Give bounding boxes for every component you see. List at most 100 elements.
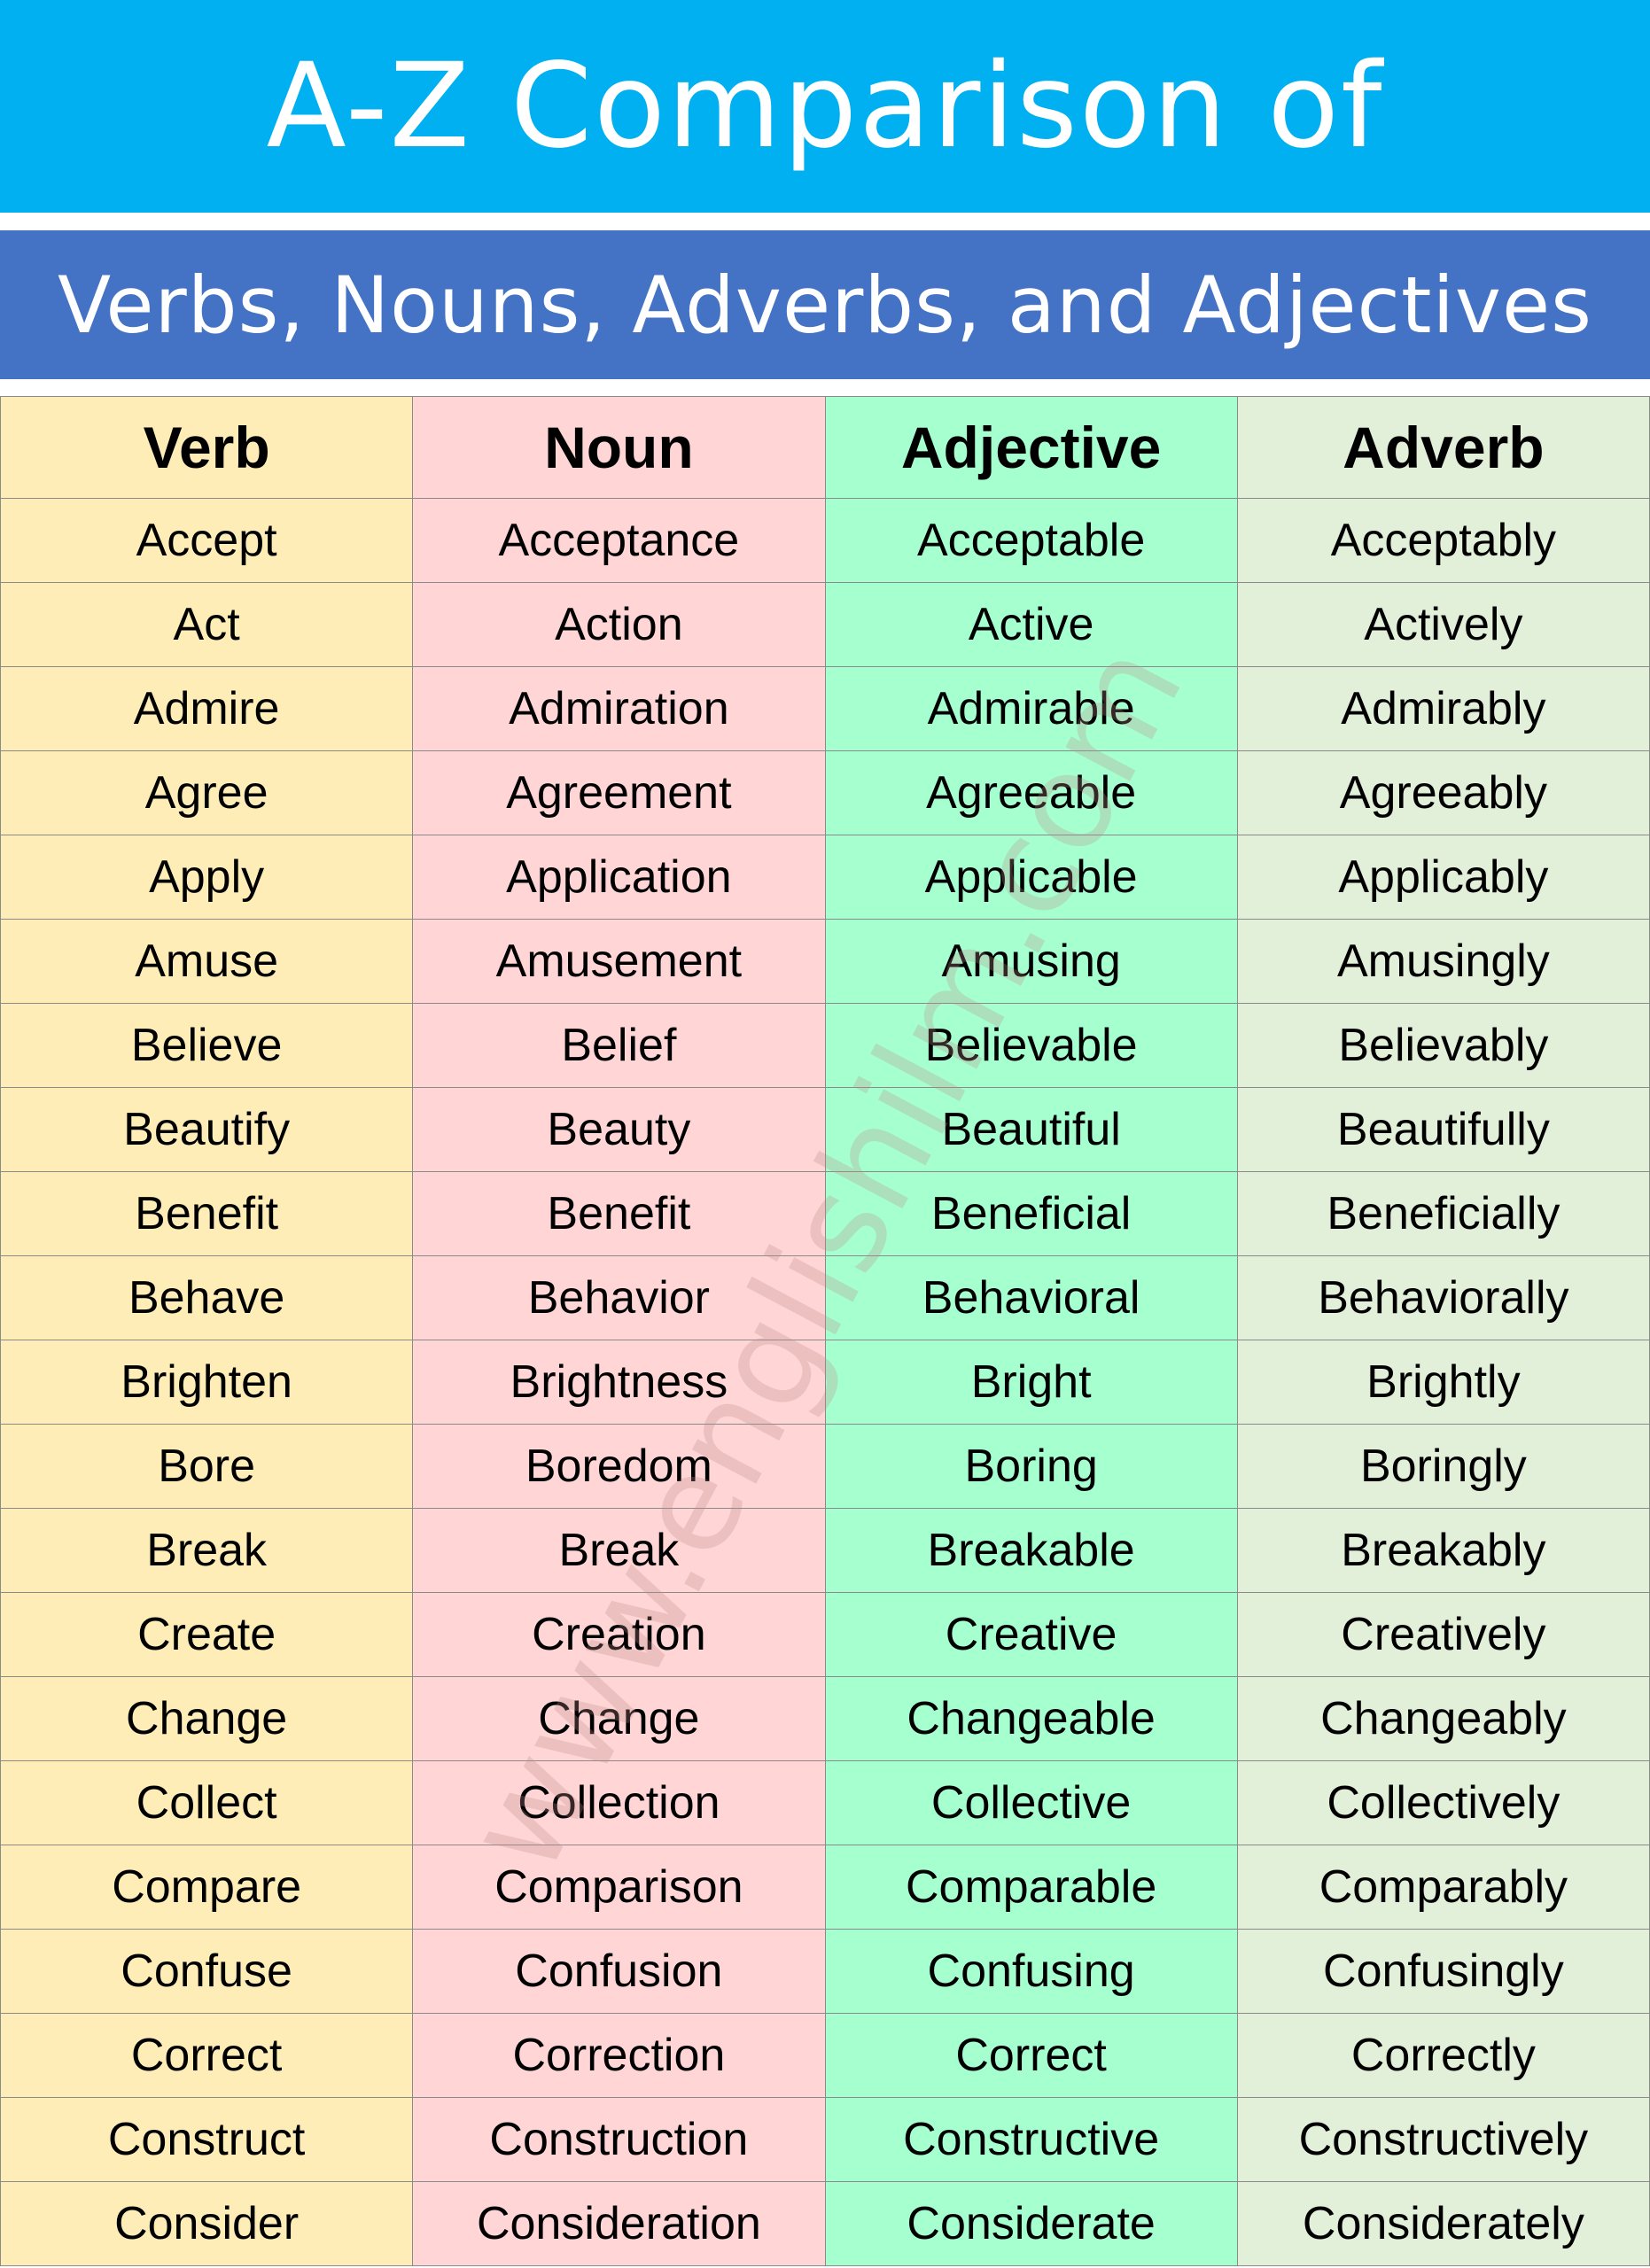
verb-cell: Consider [0,2181,414,2266]
comparison-table: Verb Noun Adjective Adverb Accept Acceptance… [0,396,1650,2266]
adverb-cell: Comparably [1236,1845,1650,1930]
verb-cell: Admire [0,666,414,751]
table-row: Correct Correction Correct Correctly [0,2013,1650,2098]
noun-cell: Application [412,835,826,920]
noun-cell: Boredom [412,1424,826,1509]
adjective-cell: Correct [824,2013,1238,2098]
adverb-cell: Confusingly [1236,1929,1650,2014]
adjective-cell: Acceptable [824,498,1238,583]
verb-cell: Confuse [0,1929,414,2014]
adverb-cell: Changeably [1236,1676,1650,1761]
noun-cell: Collection [412,1760,826,1845]
column-header-noun: Noun [412,396,826,499]
verb-cell: Amuse [0,919,414,1004]
adverb-cell: Correctly [1236,2013,1650,2098]
table-row: Brighten Brightness Bright Brightly [0,1340,1650,1425]
column-header-adverb: Adverb [1236,396,1650,499]
noun-cell: Agreement [412,750,826,835]
verb-cell: Beautify [0,1087,414,1172]
noun-cell: Benefit [412,1171,826,1256]
table-row: Apply Application Applicable Applicably [0,835,1650,920]
table-row: Benefit Benefit Beneficial Beneficially [0,1171,1650,1256]
adjective-cell: Believable [824,1003,1238,1088]
adverb-cell: Believably [1236,1003,1650,1088]
verb-cell: Bore [0,1424,414,1509]
adjective-cell: Considerate [824,2181,1238,2266]
header-row: Verb Noun Adjective Adverb [0,396,1650,499]
adjective-cell: Constructive [824,2097,1238,2182]
adjective-cell: Behavioral [824,1255,1238,1340]
verb-cell: Brighten [0,1340,414,1425]
noun-cell: Behavior [412,1255,826,1340]
adverb-cell: Behaviorally [1236,1255,1650,1340]
adjective-cell: Bright [824,1340,1238,1425]
adverb-cell: Admirably [1236,666,1650,751]
noun-cell: Comparison [412,1845,826,1930]
page-title: A-Z Comparison of [0,0,1650,213]
table-row: Consider Consideration Considerate Consider… [0,2181,1650,2266]
adverb-cell: Beautifully [1236,1087,1650,1172]
page-subtitle: Verbs, Nouns, Adverbs, and Adjectives [0,230,1650,379]
adverb-cell: Boringly [1236,1424,1650,1509]
table-row: Break Break Breakable Breakably [0,1508,1650,1593]
adjective-cell: Creative [824,1592,1238,1677]
table-row: Agree Agreement Agreeable Agreeably [0,750,1650,835]
adjective-cell: Comparable [824,1845,1238,1930]
verb-cell: Break [0,1508,414,1593]
noun-cell: Admiration [412,666,826,751]
noun-cell: Brightness [412,1340,826,1425]
noun-cell: Action [412,582,826,667]
table-row: Collect Collection Collective Collectively [0,1760,1650,1845]
noun-cell: Correction [412,2013,826,2098]
table-row: Act Action Active Actively [0,582,1650,667]
adjective-cell: Beautiful [824,1087,1238,1172]
verb-cell: Create [0,1592,414,1677]
noun-cell: Belief [412,1003,826,1088]
table-row: Behave Behavior Behavioral Behaviorally [0,1255,1650,1340]
table-row: Beautify Beauty Beautiful Beautifully [0,1087,1650,1172]
verb-cell: Apply [0,835,414,920]
adjective-cell: Boring [824,1424,1238,1509]
noun-cell: Amusement [412,919,826,1004]
verb-cell: Behave [0,1255,414,1340]
noun-cell: Break [412,1508,826,1593]
verb-cell: Change [0,1676,414,1761]
adjective-cell: Active [824,582,1238,667]
adverb-cell: Amusingly [1236,919,1650,1004]
verb-cell: Correct [0,2013,414,2098]
adjective-cell: Changeable [824,1676,1238,1761]
table-row: Confuse Confusion Confusing Confusingly [0,1929,1650,2014]
adjective-cell: Confusing [824,1929,1238,2014]
table-row: Construct Construction Constructive Constru… [0,2097,1650,2182]
adverb-cell: Agreeably [1236,750,1650,835]
verb-cell: Collect [0,1760,414,1845]
noun-cell: Beauty [412,1087,826,1172]
adverb-cell: Considerately [1236,2181,1650,2266]
table-row: Believe Belief Believable Believably [0,1003,1650,1088]
table-row: Bore Boredom Boring Boringly [0,1424,1650,1509]
noun-cell: Creation [412,1592,826,1677]
noun-cell: Change [412,1676,826,1761]
verb-cell: Benefit [0,1171,414,1256]
column-header-adjective: Adjective [824,396,1238,499]
verb-cell: Believe [0,1003,414,1088]
table-row: Create Creation Creative Creatively [0,1592,1650,1677]
adverb-cell: Brightly [1236,1340,1650,1425]
table-row: Admire Admiration Admirable Admirably [0,666,1650,751]
column-header-verb: Verb [0,396,414,499]
verb-cell: Accept [0,498,414,583]
verb-cell: Agree [0,750,414,835]
adverb-cell: Constructively [1236,2097,1650,2182]
verb-cell: Act [0,582,414,667]
noun-cell: Consideration [412,2181,826,2266]
adverb-cell: Acceptably [1236,498,1650,583]
adjective-cell: Breakable [824,1508,1238,1593]
adverb-cell: Breakably [1236,1508,1650,1593]
adverb-cell: Beneficially [1236,1171,1650,1256]
noun-cell: Confusion [412,1929,826,2014]
noun-cell: Construction [412,2097,826,2182]
noun-cell: Acceptance [412,498,826,583]
adjective-cell: Collective [824,1760,1238,1845]
adverb-cell: Applicably [1236,835,1650,920]
adjective-cell: Agreeable [824,750,1238,835]
